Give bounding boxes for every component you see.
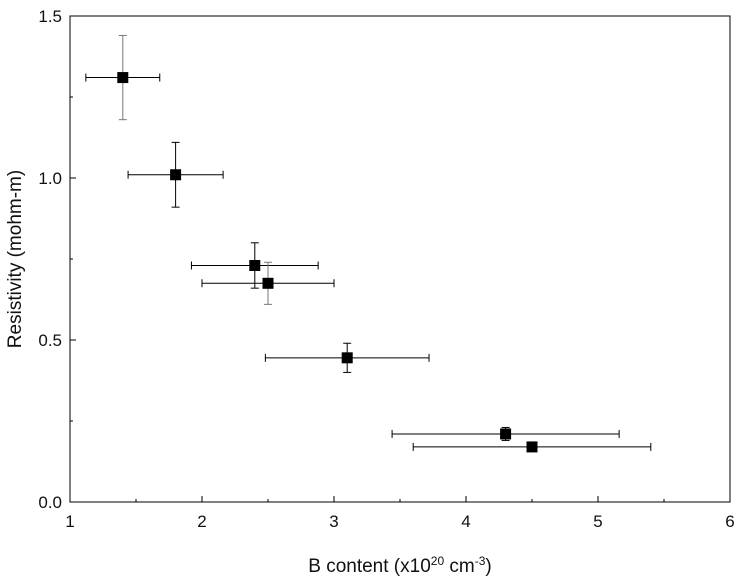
x-axis-title: B content (x1020 cm-3) bbox=[308, 554, 492, 577]
data-point bbox=[85, 34, 161, 121]
data-point bbox=[127, 141, 224, 208]
y-axis-title: Resistivity (mohm-m) bbox=[5, 170, 26, 348]
data-point bbox=[412, 441, 652, 453]
x-tick-label: 3 bbox=[329, 512, 338, 531]
square-marker bbox=[170, 169, 182, 181]
square-marker bbox=[262, 277, 274, 289]
x-tick-label: 1 bbox=[65, 512, 74, 531]
square-marker bbox=[500, 428, 512, 440]
x-tick-label: 5 bbox=[593, 512, 602, 531]
square-marker bbox=[249, 259, 261, 271]
square-marker bbox=[117, 72, 129, 84]
tick-labels: 1 2 3 4 5 6 0.0 0.5 1.0 1.5 bbox=[38, 7, 734, 531]
data-point bbox=[264, 342, 430, 373]
plot-frame bbox=[69, 15, 731, 503]
axis-ticks bbox=[69, 15, 731, 503]
square-marker bbox=[526, 441, 538, 453]
y-tick-label: 0.5 bbox=[38, 331, 62, 350]
x-tick-label: 4 bbox=[461, 512, 470, 531]
square-marker bbox=[341, 352, 353, 364]
x-tick-label: 6 bbox=[725, 512, 734, 531]
data-point bbox=[391, 426, 620, 441]
y-tick-label: 1.5 bbox=[38, 7, 62, 26]
x-tick-label: 2 bbox=[197, 512, 206, 531]
data-point bbox=[190, 242, 319, 289]
y-tick-label: 1.0 bbox=[38, 169, 62, 188]
data-points bbox=[85, 34, 652, 453]
data-point bbox=[201, 261, 335, 305]
y-tick-label: 0.0 bbox=[38, 493, 62, 512]
